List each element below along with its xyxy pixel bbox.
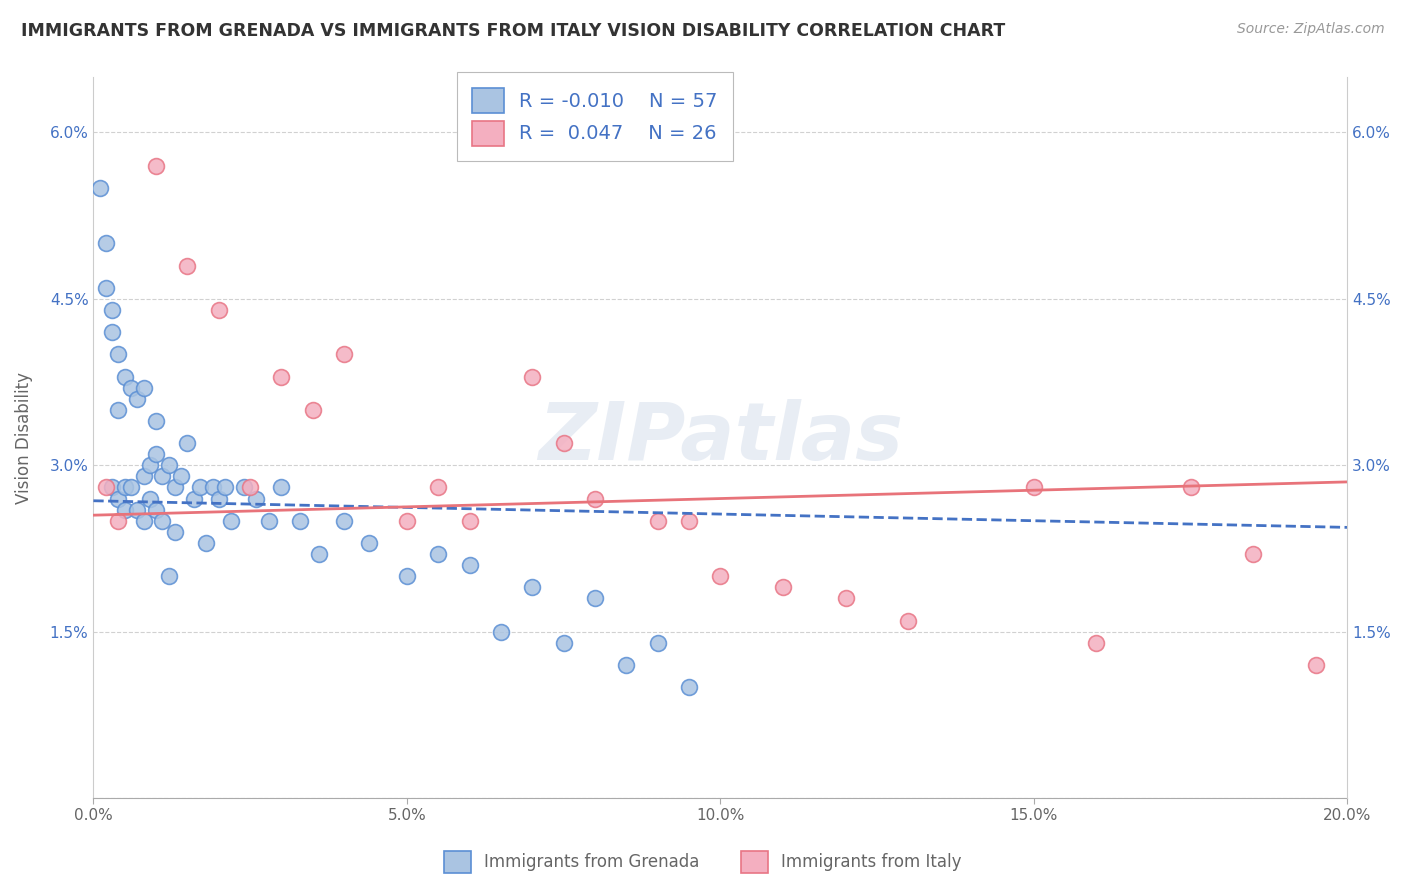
Point [522,369,544,384]
Point [145,414,167,428]
Point [195,536,218,550]
Point [333,514,356,528]
Point [127,392,149,406]
Point [1241,547,1264,561]
Point [214,480,236,494]
Point [678,680,700,694]
Point [522,580,544,594]
Point [163,480,186,494]
Point [107,347,129,361]
Point [614,657,637,672]
Point [395,569,418,583]
Point [290,514,312,528]
Point [201,480,224,494]
Point [114,480,136,494]
Point [583,491,606,506]
Point [101,302,124,317]
Point [1305,657,1327,672]
Point [157,458,180,473]
Point [176,259,198,273]
Point [489,624,512,639]
Text: ZIPatlas: ZIPatlas [538,399,903,476]
Text: IMMIGRANTS FROM GRENADA VS IMMIGRANTS FROM ITALY VISION DISABILITY CORRELATION C: IMMIGRANTS FROM GRENADA VS IMMIGRANTS FR… [21,22,1005,40]
Point [101,480,124,494]
Point [458,514,481,528]
Point [132,381,155,395]
Point [647,514,669,528]
Point [270,480,292,494]
Point [270,369,292,384]
Point [208,491,231,506]
Point [835,591,858,606]
Point [163,524,186,539]
Point [1085,636,1108,650]
Point [245,491,267,506]
Point [1022,480,1045,494]
Point [94,480,117,494]
Point [139,491,162,506]
Point [359,536,381,550]
Point [458,558,481,573]
Point [709,569,731,583]
Point [145,502,167,516]
Legend: Immigrants from Grenada, Immigrants from Italy: Immigrants from Grenada, Immigrants from… [437,845,969,880]
Point [150,514,173,528]
Point [553,436,575,450]
Point [120,381,142,395]
Point [132,514,155,528]
Point [107,402,129,417]
Point [145,159,167,173]
Point [333,347,356,361]
Text: Source: ZipAtlas.com: Source: ZipAtlas.com [1237,22,1385,37]
Point [107,514,129,528]
Point [157,569,180,583]
Point [553,636,575,650]
Point [221,514,243,528]
Point [183,491,205,506]
Point [127,502,149,516]
Point [301,402,323,417]
Point [232,480,254,494]
Point [89,181,111,195]
Point [170,469,193,483]
Point [94,236,117,251]
Point [114,502,136,516]
Point [308,547,330,561]
Point [257,514,280,528]
Point [772,580,794,594]
Point [583,591,606,606]
Point [208,302,231,317]
Point [107,491,129,506]
Point [239,480,262,494]
Point [427,480,450,494]
Point [150,469,173,483]
Point [120,480,142,494]
Point [678,514,700,528]
Point [176,436,198,450]
Point [145,447,167,461]
Point [427,547,450,561]
Point [139,458,162,473]
Point [188,480,211,494]
Point [647,636,669,650]
Y-axis label: Vision Disability: Vision Disability [15,372,32,503]
Point [114,369,136,384]
Point [1180,480,1202,494]
Point [94,281,117,295]
Point [132,469,155,483]
Point [101,325,124,339]
Legend: R = -0.010    N = 57, R =  0.047    N = 26: R = -0.010 N = 57, R = 0.047 N = 26 [457,72,733,161]
Point [897,614,920,628]
Point [395,514,418,528]
